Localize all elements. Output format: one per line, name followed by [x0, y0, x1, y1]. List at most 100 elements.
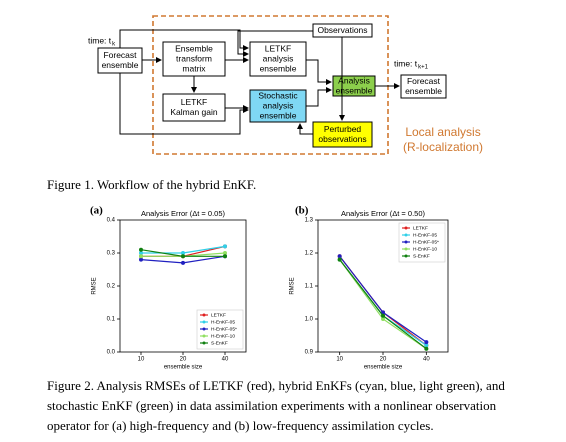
point — [223, 254, 227, 259]
point — [139, 251, 143, 255]
y-tick-label: 1.0 — [305, 317, 314, 323]
node-label: observations — [318, 134, 366, 144]
panel-label: (b) — [295, 205, 309, 217]
x-tick-label: 10 — [336, 357, 343, 363]
legend-label: S-EnKF — [413, 253, 430, 259]
x-tick-label: 20 — [380, 357, 387, 363]
region-label: (R-localization) — [403, 140, 483, 154]
point — [223, 244, 227, 249]
point — [424, 343, 429, 348]
legend-marker — [404, 254, 408, 258]
point — [181, 251, 185, 255]
legend-marker — [404, 240, 408, 244]
point — [181, 260, 185, 265]
node-label: LETKF — [265, 43, 291, 53]
legend-marker — [202, 334, 206, 338]
legend-label: LETKF — [413, 225, 428, 231]
arrows — [119, 29, 400, 135]
series-line — [339, 255, 427, 346]
node-label: ensemble — [405, 86, 442, 96]
box — [162, 41, 226, 77]
legend-label: H-EnKF-05 — [413, 232, 437, 238]
y-axis-label: RMSE — [290, 277, 296, 294]
legend-marker — [202, 313, 206, 317]
series-line — [339, 255, 427, 343]
chart-title: Analysis Error (Δt = 0.05) — [141, 209, 225, 218]
node-label: analysis — [263, 100, 294, 110]
x-tick-label: 10 — [138, 357, 145, 363]
y-tick-label: 0.1 — [107, 317, 116, 323]
node-label: Ensemble — [175, 43, 213, 53]
legend-label: H-EnKF-10 — [413, 246, 437, 252]
node-label: Observations — [317, 25, 367, 35]
y-tick-label: 1.2 — [305, 251, 314, 257]
x-axis-label: ensemble size — [364, 365, 403, 371]
legend-label: S-EnKF — [211, 340, 228, 346]
y-tick-label: 0.0 — [107, 350, 116, 356]
legend-label: H-EnKF-05* — [413, 239, 439, 245]
y-tick-label: 0.4 — [107, 218, 116, 224]
y-axis-label: RMSE — [92, 277, 98, 294]
time-label: time: t — [394, 58, 418, 68]
point — [139, 254, 143, 259]
x-tick-label: 40 — [423, 357, 430, 363]
diagram — [97, 15, 447, 155]
node-label: matrix — [182, 63, 206, 73]
node-label: Stochastic — [258, 90, 298, 100]
point — [381, 310, 385, 315]
time-label: time: t — [88, 35, 112, 45]
node-label: Kalman gain — [170, 107, 218, 117]
time-subscript: k+1 — [418, 65, 429, 71]
legend-marker — [202, 341, 206, 345]
legend-marker — [404, 247, 408, 251]
y-tick-label: 1.1 — [305, 284, 314, 290]
point — [181, 254, 185, 259]
point — [424, 340, 429, 345]
node-label: ensemble — [336, 85, 373, 95]
point — [139, 257, 143, 262]
x-tick-label: 40 — [222, 357, 229, 363]
y-tick-label: 1.3 — [305, 218, 314, 224]
legend-label: H-EnKF-05 — [211, 319, 235, 325]
node-label: LETKF — [181, 97, 207, 107]
point — [337, 257, 342, 262]
box — [162, 93, 226, 122]
box — [312, 121, 373, 148]
y-tick-label: 0.2 — [107, 284, 116, 290]
panel-label: (a) — [90, 205, 103, 217]
box — [249, 41, 307, 77]
node-label: transform — [176, 53, 212, 63]
local-region — [152, 15, 389, 155]
time-subscript: k — [112, 42, 116, 48]
chart-title: Analysis Error (Δt = 0.50) — [341, 209, 425, 218]
node-label: Forecast — [407, 76, 441, 86]
y-tick-label: 0.9 — [305, 350, 314, 356]
legend-marker — [202, 327, 206, 331]
caption: Figure 1. Workflow of the hybrid EnKF. — [47, 177, 257, 192]
point — [337, 254, 342, 259]
legend-label: LETKF — [211, 312, 226, 318]
node-label: Analysis — [338, 75, 370, 85]
node-label: analysis — [263, 53, 294, 63]
legend-label: H-EnKF-10 — [211, 333, 235, 339]
legend-marker — [202, 320, 206, 324]
legend-marker — [404, 226, 408, 230]
y-tick-label: 0.3 — [107, 251, 116, 257]
box — [400, 74, 447, 99]
point — [223, 251, 227, 255]
x-tick-label: 20 — [180, 357, 187, 363]
point — [139, 247, 143, 252]
figure: ForecastensembleEnsembletransformmatrixL… — [88, 15, 483, 371]
node-label: ensemble — [102, 60, 139, 70]
caption: Figure 2. Analysis RMSEs of LETKF (red),… — [47, 378, 505, 433]
node-label: Forecast — [103, 50, 137, 60]
node-label: ensemble — [260, 63, 297, 73]
point — [381, 313, 385, 318]
legend-marker — [404, 233, 408, 237]
node-label: ensemble — [260, 110, 297, 120]
region-label: Local analysis — [405, 125, 480, 139]
x-axis-label: ensemble size — [164, 365, 203, 371]
point — [381, 317, 385, 321]
legend-label: H-EnKF-05* — [211, 326, 237, 332]
